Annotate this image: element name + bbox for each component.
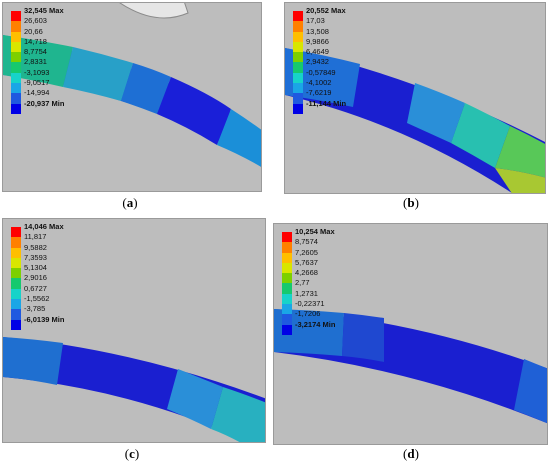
legend-level: -0,57849 [306, 67, 336, 77]
legend-level: -1,7206 [295, 309, 321, 319]
panel-b: 20,552 Max 17,03 13,508 9,9866 6,4649 2,… [284, 2, 546, 194]
legend-level: -4,1002 [306, 78, 332, 88]
legend-level: 5,7637 [295, 257, 318, 267]
legend-level: 4,2668 [295, 268, 318, 278]
legend-level: 20,66 [24, 26, 43, 36]
legend-level: 2,9432 [306, 57, 329, 67]
ring-render-a [3, 3, 261, 167]
legend-min-b: -11,144 Min [306, 98, 347, 108]
legend-level: 11,817 [24, 232, 47, 242]
legend-level: -3,1093 [24, 67, 50, 77]
legend-level: 2,9016 [24, 273, 47, 283]
legend-level: -3,785 [24, 304, 46, 314]
legend-level: 9,9866 [306, 36, 329, 46]
legend-level: 1,2731 [295, 288, 318, 298]
legend-level: 26,603 [24, 16, 47, 26]
legend-min-c: -6,0139 Min [24, 314, 65, 324]
ring-render-b [285, 48, 545, 193]
legend-level: 2,8331 [24, 57, 47, 67]
legend-level: 7,2605 [295, 247, 318, 257]
ring-render-c [3, 337, 265, 442]
caption-a: (a) [122, 195, 138, 210]
legend-level: 7,3593 [24, 252, 47, 262]
legend-max-c: 14,046 Max [24, 222, 64, 231]
legend-level: 8,7754 [24, 47, 47, 57]
legend-max-a: 32,545 Max [24, 6, 64, 15]
legend-level: -7,6219 [306, 88, 332, 98]
panel-a: 32,545 Max 26,603 20,66 14,718 8,7754 2,… [2, 2, 262, 192]
legend-level: -1,5562 [24, 294, 50, 304]
legend-level: -0,22371 [295, 299, 325, 309]
legend-level: 17,03 [306, 16, 325, 26]
legend-level: 9,5882 [24, 242, 47, 252]
legend-level: 6,4649 [306, 47, 329, 57]
legend-max-d: 10,254 Max [295, 227, 335, 236]
legend-level: -14,994 [24, 88, 50, 98]
legend-level: -9,0517 [24, 78, 50, 88]
legend-level: 8,7574 [295, 237, 318, 247]
legend-min-a: -20,937 Min [24, 98, 65, 108]
panel-c: 14,046 Max 11,817 9,5882 7,3593 5,1304 2… [2, 218, 266, 443]
panel-d: 10,254 Max 8,7574 7,2605 5,7637 4,2668 2… [273, 223, 548, 445]
legend-level: 2,77 [295, 278, 310, 288]
legend-min-d: -3,2174 Min [295, 319, 336, 329]
caption-b: (b) [403, 195, 419, 210]
legend-level: 0,6727 [24, 283, 47, 293]
legend-max-b: 20,552 Max [306, 6, 346, 15]
caption-c: (c) [124, 446, 140, 461]
legend-level: 13,508 [306, 26, 329, 36]
legend-level: 5,1304 [24, 263, 47, 273]
legend-level: 14,718 [24, 36, 47, 46]
caption-d: (d) [403, 446, 419, 461]
